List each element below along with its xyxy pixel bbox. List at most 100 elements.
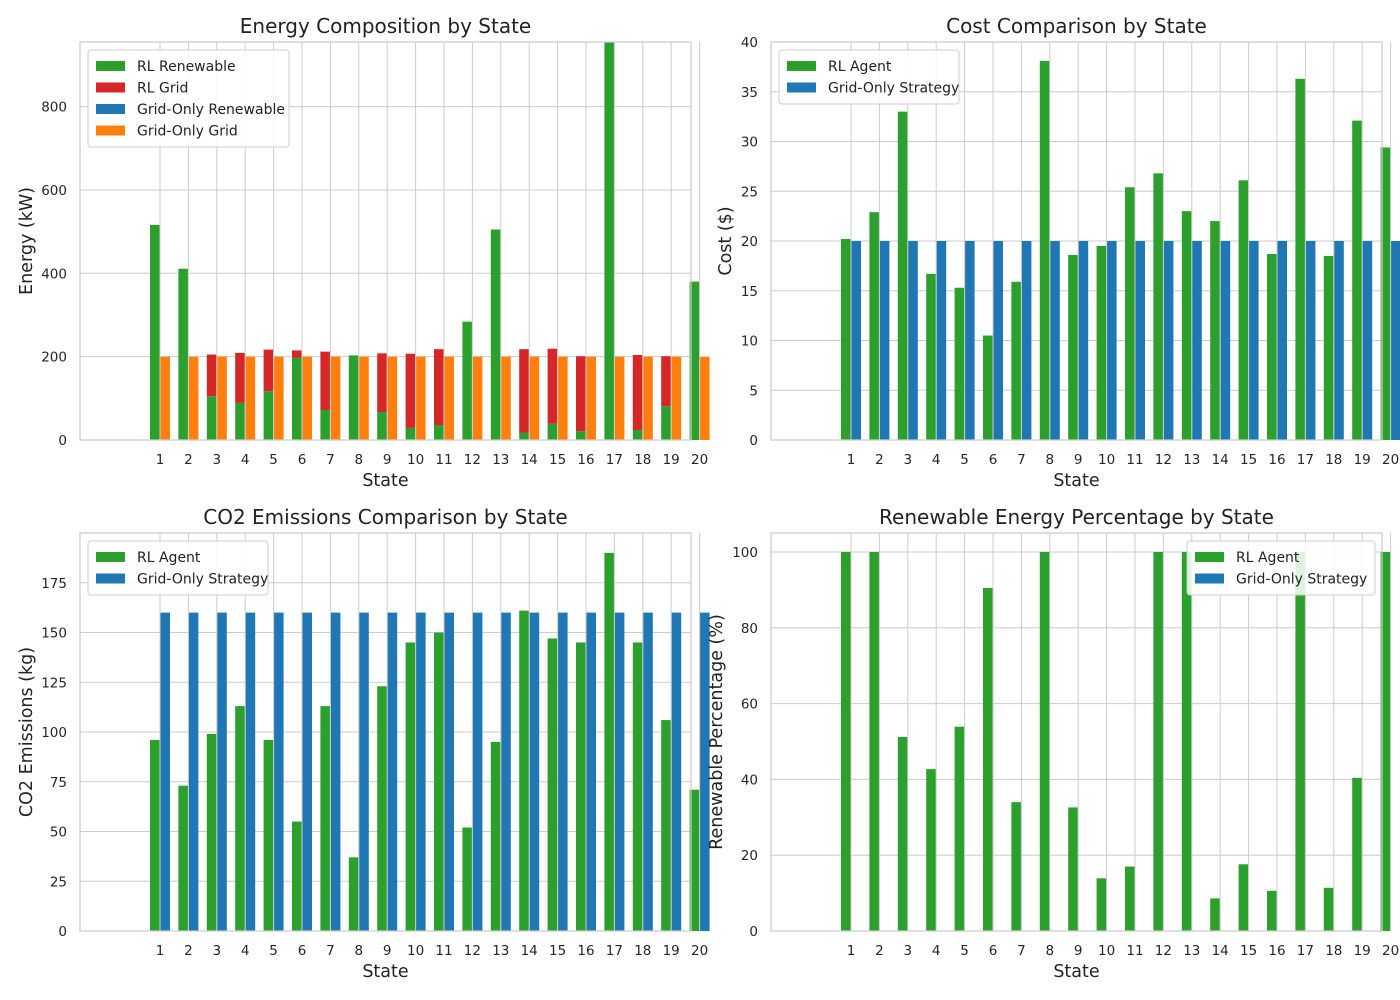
legend-swatch — [96, 61, 125, 71]
x-tick-label: 2 — [875, 943, 884, 959]
bar-grid-only-strategy — [274, 612, 284, 931]
bar-rl-agent — [150, 739, 160, 931]
chart-title: CO2 Emissions Comparison by State — [203, 505, 567, 529]
legend-label: RL Agent — [1236, 550, 1300, 566]
x-tick-label: 6 — [298, 452, 307, 468]
x-tick-label: 19 — [663, 452, 680, 468]
plot-frame — [770, 41, 1383, 441]
bar-rl-agent — [178, 785, 188, 931]
x-tick-label: 14 — [521, 943, 538, 959]
y-tick-label: 100 — [732, 545, 758, 561]
x-tick-label: 10 — [407, 452, 424, 468]
y-axis-label: Cost ($) — [716, 206, 736, 275]
x-tick-label: 3 — [213, 943, 222, 959]
legend-swatch — [96, 104, 125, 114]
y-tick-label: 80 — [741, 621, 758, 637]
bar-rl-grid — [377, 353, 387, 413]
bar-grid-only-strategy — [879, 241, 890, 440]
bar-rl-agent — [869, 212, 879, 440]
bar-grid-only-strategy — [330, 612, 341, 931]
x-tick-label: 1 — [156, 943, 165, 959]
bar-rl-renewable — [661, 406, 671, 440]
bar-grid-only-strategy — [586, 612, 596, 931]
x-tick-label: 14 — [1212, 943, 1229, 959]
bar-grid-only-strategy — [993, 241, 1003, 440]
x-tick-label: 4 — [241, 943, 250, 959]
x-tick-label: 1 — [847, 452, 856, 468]
x-tick-label: 9 — [383, 943, 392, 959]
legend: RL Agent Grid-Only Strategy — [87, 540, 269, 596]
bar-grid-only-strategy — [908, 241, 918, 440]
y-axis-label: Energy (kW) — [17, 187, 37, 295]
bar-rl-grid — [320, 351, 330, 410]
bar-rl-grid — [661, 356, 671, 407]
y-tick-label: 25 — [741, 184, 758, 200]
bar-rl-agent — [1011, 802, 1021, 931]
bar-rl-grid — [519, 349, 529, 433]
x-tick-label: 20 — [1382, 943, 1399, 959]
bar-rl-agent — [1125, 866, 1135, 931]
legend-label: Grid-Only Strategy — [137, 572, 268, 588]
bar-rl-renewable — [689, 281, 700, 440]
x-tick-label: 13 — [1183, 452, 1200, 468]
x-tick-label: 9 — [383, 452, 392, 468]
x-axis-label: State — [362, 471, 408, 491]
legend-swatch — [787, 82, 816, 93]
x-tick-label: 12 — [464, 943, 481, 959]
x-tick-label: 6 — [989, 452, 998, 468]
bar-grid-only-strategy — [1163, 241, 1174, 440]
x-tick-label: 18 — [634, 943, 651, 959]
bar-grid-only-strategy — [558, 612, 568, 931]
bar-rl-agent — [954, 287, 965, 440]
x-tick-label: 8 — [1046, 452, 1055, 468]
bar-rl-renewable — [178, 268, 188, 440]
bar-rl-agent — [490, 741, 501, 931]
legend: RL Renewable RL Grid Grid-Only Renewable Gr… — [87, 49, 290, 148]
bar-rl-renewable — [150, 224, 160, 440]
x-tick-label: 7 — [326, 943, 335, 959]
x-tick-label: 15 — [1240, 943, 1257, 959]
x-tick-label: 11 — [1126, 452, 1143, 468]
y-tick-label: 20 — [741, 234, 758, 250]
bar-grid-only-grid — [643, 356, 653, 440]
x-tick-label: 12 — [1155, 943, 1172, 959]
y-tick-label: 800 — [41, 100, 67, 116]
legend-swatch — [1195, 573, 1224, 584]
y-tick-label: 30 — [741, 135, 758, 151]
x-tick-label: 13 — [492, 943, 509, 959]
bar-rl-agent — [1323, 255, 1334, 440]
x-tick-label: 8 — [355, 452, 364, 468]
bar-rl-agent — [841, 239, 851, 440]
bar-grid-only-grid — [188, 356, 199, 440]
y-tick-label: 0 — [749, 433, 758, 449]
bar-rl-agent — [1380, 147, 1391, 440]
bar-grid-only-strategy — [700, 612, 710, 931]
x-tick-label: 17 — [1297, 943, 1314, 959]
bar-rl-renewable — [292, 357, 302, 440]
x-tick-label: 4 — [932, 452, 941, 468]
bar-rl-agent — [1039, 551, 1050, 931]
x-tick-label: 19 — [1354, 943, 1371, 959]
x-tick-label: 20 — [691, 943, 708, 959]
x-tick-label: 2 — [184, 452, 193, 468]
bar-rl-agent — [320, 706, 330, 931]
bar-rl-agent — [1153, 551, 1163, 931]
bar-grid-only-strategy — [614, 612, 625, 931]
bar-grid-only-grid — [245, 356, 256, 440]
bar-rl-renewable — [434, 424, 444, 440]
bar-grid-only-strategy — [965, 241, 975, 440]
bar-rl-agent — [869, 551, 879, 931]
bar-grid-only-grid — [330, 356, 341, 440]
legend-label: Grid-Only Grid — [137, 124, 238, 140]
bar-grid-only-grid — [614, 356, 625, 440]
x-tick-label: 5 — [960, 943, 969, 959]
bar-rl-grid — [547, 348, 558, 424]
bar-rl-agent — [1068, 254, 1078, 440]
bar-rl-agent — [983, 587, 993, 931]
bar-rl-grid — [235, 352, 245, 403]
legend: RL Agent Grid-Only Strategy — [1186, 540, 1376, 596]
x-tick-label: 10 — [1098, 452, 1115, 468]
legend-label: Grid-Only Strategy — [1236, 572, 1367, 588]
x-tick-label: 16 — [1268, 452, 1285, 468]
